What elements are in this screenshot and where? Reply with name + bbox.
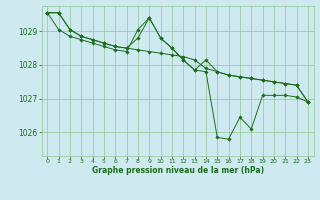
- X-axis label: Graphe pression niveau de la mer (hPa): Graphe pression niveau de la mer (hPa): [92, 166, 264, 175]
